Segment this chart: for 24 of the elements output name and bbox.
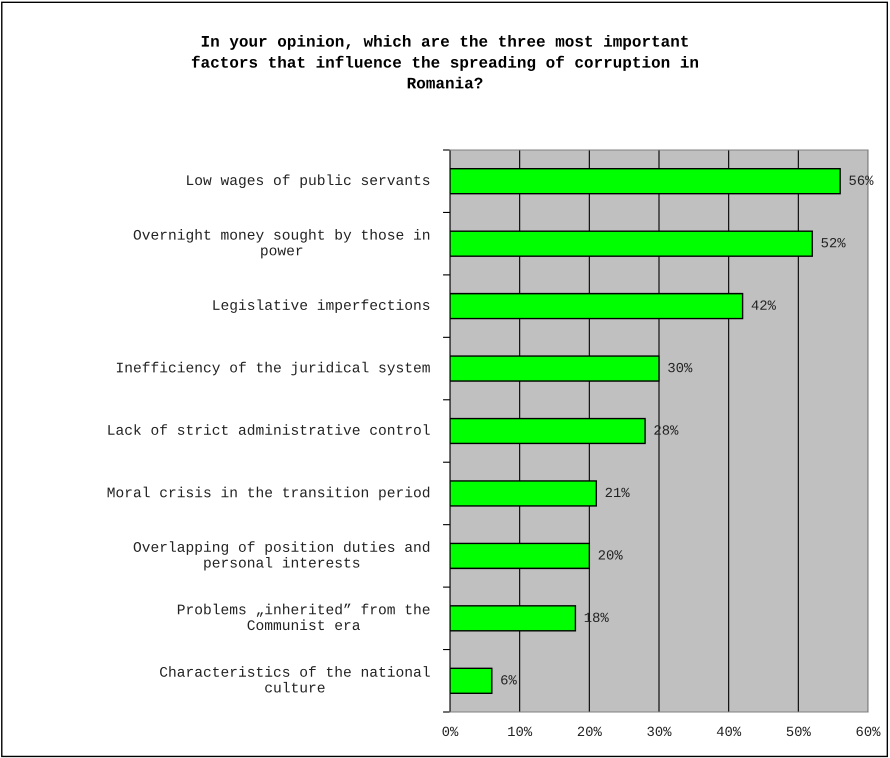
chart-title: In your opinion, which are the three most important factors that influence the spreading of corruption in Romania? xyxy=(192,35,698,89)
data-label: 56% xyxy=(849,176,874,185)
y-tick-label: Legislative imperfections xyxy=(213,299,430,313)
data-label: 21% xyxy=(606,488,630,498)
y-tick-label: Overlapping of position duties and personal interests xyxy=(134,541,430,571)
x-tick-label: 60% xyxy=(856,726,881,736)
data-label: 6% xyxy=(501,675,517,685)
x-tick-label: 20% xyxy=(578,726,602,736)
y-tick-label: Low wages of public servants xyxy=(187,174,430,188)
y-tick-label: Characteristics of the national culture xyxy=(160,666,430,693)
y-tick-label: Inefficiency of the juridical system xyxy=(116,362,430,376)
y-tick-label: Overnight money sought by those in power xyxy=(134,229,430,258)
y-tick-label: Lack of strict administrative control xyxy=(108,424,430,435)
x-tick-label: 40% xyxy=(716,726,742,736)
x-tick-label: 0% xyxy=(442,726,458,736)
x-tick-label: 50% xyxy=(786,726,811,736)
y-tick-label: Problems „inherited” from the Communist era xyxy=(178,604,430,630)
data-label: 52% xyxy=(821,238,846,248)
data-label: 30% xyxy=(668,362,692,372)
x-tick-label: 10% xyxy=(508,726,532,736)
y-tick-label: Moral crisis in the transition period xyxy=(108,486,430,500)
data-label: 20% xyxy=(598,550,623,560)
x-tick-label: 30% xyxy=(647,726,672,736)
data-label: 42% xyxy=(752,300,776,310)
